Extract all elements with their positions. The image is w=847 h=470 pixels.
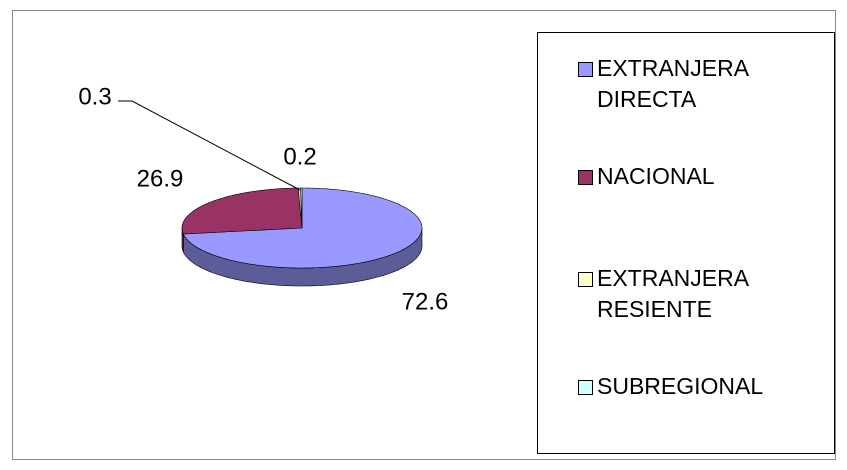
legend-label: EXTRANJERA RESIENTE (597, 265, 748, 322)
legend-label: EXTRANJERA DIRECTA (597, 55, 748, 112)
legend-entry: NACIONAL (578, 161, 828, 192)
legend-swatch (578, 62, 593, 77)
slice (300, 187, 303, 229)
data-label: 0.2 (283, 143, 316, 170)
legend-label: SUBREGIONAL (597, 373, 764, 399)
data-label: 0.3 (78, 83, 111, 110)
data-label: 26.9 (137, 165, 184, 192)
leader-line (118, 100, 301, 191)
legend-entry: EXTRANJERA RESIENTE (578, 263, 828, 325)
legend-entry: EXTRANJERA DIRECTA (578, 53, 828, 115)
legend-entry: SUBREGIONAL (578, 371, 828, 402)
legend-swatch (578, 272, 593, 287)
data-label: 72.6 (402, 288, 449, 315)
legend: EXTRANJERA DIRECTA NACIONAL EXTRANJERA RES… (537, 32, 835, 454)
legend-label: NACIONAL (597, 163, 715, 189)
chart-frame (12, 10, 836, 460)
slice (181, 187, 303, 235)
slice (182, 187, 423, 269)
legend-swatch (578, 380, 593, 395)
legend-swatch (578, 170, 593, 185)
